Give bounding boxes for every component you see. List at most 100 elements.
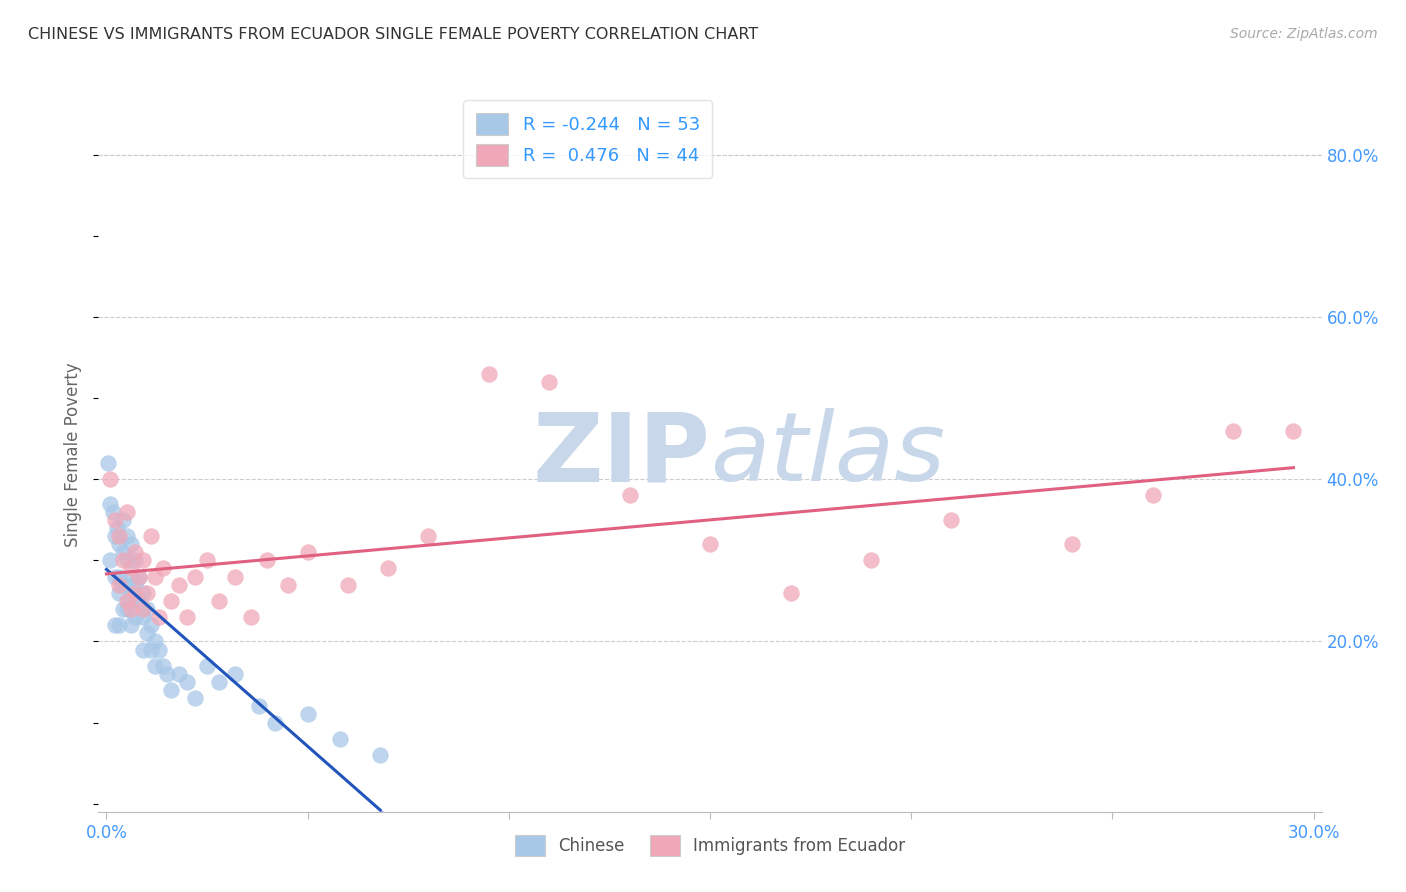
Point bbox=[115, 594, 138, 608]
Point bbox=[105, 521, 128, 535]
Point bbox=[297, 545, 319, 559]
Point bbox=[124, 610, 146, 624]
Point bbox=[184, 691, 207, 706]
Point bbox=[152, 658, 174, 673]
Point bbox=[143, 569, 166, 583]
Point bbox=[120, 569, 142, 583]
Point bbox=[128, 594, 150, 608]
Point bbox=[101, 505, 124, 519]
Point bbox=[97, 456, 120, 470]
Point bbox=[115, 529, 138, 543]
Point bbox=[208, 594, 231, 608]
Point bbox=[277, 577, 299, 591]
Point bbox=[111, 577, 134, 591]
Point bbox=[859, 553, 882, 567]
Point bbox=[699, 537, 721, 551]
Point bbox=[297, 707, 319, 722]
Text: CHINESE VS IMMIGRANTS FROM ECUADOR SINGLE FEMALE POVERTY CORRELATION CHART: CHINESE VS IMMIGRANTS FROM ECUADOR SINGL… bbox=[28, 27, 758, 42]
Point bbox=[167, 577, 190, 591]
Point bbox=[139, 618, 162, 632]
Point bbox=[100, 553, 122, 567]
Point bbox=[264, 715, 287, 730]
Point bbox=[124, 545, 146, 559]
Point bbox=[135, 626, 157, 640]
Point bbox=[148, 642, 170, 657]
Point bbox=[115, 505, 138, 519]
Point bbox=[115, 577, 138, 591]
Point bbox=[139, 529, 162, 543]
Point bbox=[103, 529, 125, 543]
Point bbox=[124, 586, 146, 600]
Point bbox=[224, 666, 246, 681]
Point bbox=[124, 553, 146, 567]
Point bbox=[107, 569, 129, 583]
Point bbox=[418, 529, 440, 543]
Point bbox=[377, 561, 399, 575]
Point bbox=[131, 602, 153, 616]
Point bbox=[111, 545, 134, 559]
Point bbox=[160, 683, 183, 698]
Point bbox=[156, 666, 179, 681]
Point bbox=[779, 586, 801, 600]
Point bbox=[176, 675, 198, 690]
Point bbox=[135, 586, 157, 600]
Point bbox=[103, 618, 125, 632]
Point bbox=[176, 610, 198, 624]
Point bbox=[1282, 424, 1305, 438]
Point bbox=[128, 569, 150, 583]
Point bbox=[167, 666, 190, 681]
Point bbox=[1142, 488, 1164, 502]
Point bbox=[115, 553, 138, 567]
Point bbox=[128, 569, 150, 583]
Point bbox=[103, 513, 125, 527]
Point bbox=[148, 610, 170, 624]
Point bbox=[107, 529, 129, 543]
Point bbox=[100, 497, 122, 511]
Point bbox=[143, 658, 166, 673]
Point bbox=[538, 375, 561, 389]
Point bbox=[124, 577, 146, 591]
Point bbox=[111, 602, 134, 616]
Point bbox=[111, 553, 134, 567]
Point bbox=[184, 569, 207, 583]
Point bbox=[368, 747, 391, 762]
Point bbox=[107, 537, 129, 551]
Point bbox=[135, 602, 157, 616]
Text: ZIP: ZIP bbox=[531, 409, 710, 501]
Point bbox=[247, 699, 270, 714]
Point bbox=[143, 634, 166, 648]
Point bbox=[111, 513, 134, 527]
Point bbox=[329, 731, 352, 746]
Point bbox=[120, 561, 142, 575]
Point bbox=[131, 610, 153, 624]
Point bbox=[103, 569, 125, 583]
Point bbox=[131, 642, 153, 657]
Point bbox=[195, 658, 218, 673]
Point bbox=[240, 610, 263, 624]
Point bbox=[107, 577, 129, 591]
Point bbox=[107, 586, 129, 600]
Point bbox=[1062, 537, 1084, 551]
Point bbox=[224, 569, 246, 583]
Point bbox=[131, 553, 153, 567]
Point bbox=[941, 513, 963, 527]
Y-axis label: Single Female Poverty: Single Female Poverty bbox=[65, 363, 83, 547]
Point bbox=[256, 553, 278, 567]
Point bbox=[107, 618, 129, 632]
Point bbox=[131, 586, 153, 600]
Point bbox=[120, 594, 142, 608]
Point bbox=[120, 618, 142, 632]
Text: atlas: atlas bbox=[710, 409, 945, 501]
Text: Source: ZipAtlas.com: Source: ZipAtlas.com bbox=[1230, 27, 1378, 41]
Point bbox=[120, 602, 142, 616]
Point bbox=[1222, 424, 1244, 438]
Point bbox=[195, 553, 218, 567]
Point bbox=[160, 594, 183, 608]
Point bbox=[336, 577, 359, 591]
Point bbox=[120, 537, 142, 551]
Point bbox=[478, 367, 501, 381]
Point bbox=[208, 675, 231, 690]
Point bbox=[115, 602, 138, 616]
Legend: Chinese, Immigrants from Ecuador: Chinese, Immigrants from Ecuador bbox=[506, 827, 914, 864]
Point bbox=[100, 472, 122, 486]
